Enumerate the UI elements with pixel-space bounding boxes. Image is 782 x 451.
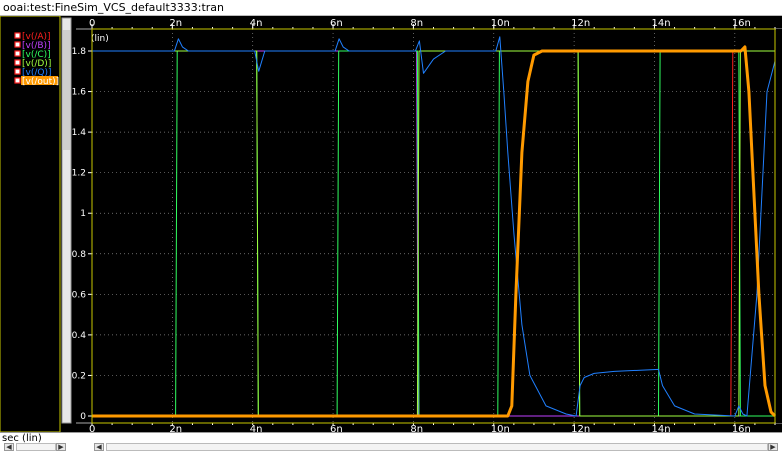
legend-entry-1[interactable]: [v(/A)] <box>22 32 51 42</box>
chart-scrollbar-track[interactable] <box>106 443 768 451</box>
legend-checkbox-icon[interactable] <box>14 50 21 57</box>
legend-entry-2[interactable]: [v(/B)] <box>22 41 51 51</box>
x-tick-label-bottom: 16n <box>732 424 751 432</box>
legend-checkbox-icon[interactable] <box>14 32 21 39</box>
legend-entry-5[interactable]: [v(/Q)] <box>22 68 52 78</box>
series-line-2[interactable] <box>92 50 775 417</box>
window-title: ooai:test:FineSim_VCS_default3333:tran <box>3 1 225 14</box>
legend-panel <box>0 16 61 432</box>
y-tick-label: 0.6 <box>72 290 87 300</box>
y-axis-ruler <box>76 16 92 423</box>
x-tick-label-bottom: 4n <box>250 424 263 432</box>
x-tick-label: 12n <box>571 18 590 29</box>
y-tick-label: 1.4 <box>72 128 87 138</box>
x-tick-label: 4n <box>250 18 263 29</box>
y-tick-label: 0.8 <box>72 250 87 260</box>
y-scale-label: (lin) <box>91 34 109 44</box>
legend-scrollbar-track[interactable] <box>16 443 56 451</box>
x-tick-label: 2n <box>169 18 182 29</box>
x-tick-label-bottom: 14n <box>651 424 670 432</box>
x-tick-label-bottom: 8n <box>410 424 423 432</box>
x-tick-label: 0 <box>89 18 95 29</box>
left-scroll-arrow-icon[interactable]: ◀ <box>4 443 14 451</box>
legend-scrollbar-thumb[interactable] <box>63 30 70 150</box>
right-scroll-arrow-icon[interactable]: ▶ <box>56 443 66 451</box>
series-line-5[interactable] <box>92 36 776 417</box>
waveform-chart[interactable]: [v(/A)][v(/B)][v(/C)][v(/D)][v(/Q)][v(/o… <box>0 16 782 432</box>
series-line-4[interactable] <box>92 50 775 417</box>
y-tick-label: 1 <box>80 209 86 219</box>
x-tick-label: 14n <box>651 18 670 29</box>
right-edge <box>776 29 782 423</box>
legend-entry-3[interactable]: [v(/C)] <box>22 50 51 60</box>
y-tick-label: 1.2 <box>72 169 86 179</box>
window-title-bar: ooai:test:FineSim_VCS_default3333:tran <box>0 0 782 16</box>
legend-checkbox-icon[interactable] <box>14 41 21 48</box>
y-tick-label: 1.6 <box>72 88 87 98</box>
x-tick-label: 16n <box>732 18 751 29</box>
x-tick-label-bottom: 0 <box>89 424 95 432</box>
chart-left-scroll-arrow-icon[interactable]: ◀ <box>94 443 104 451</box>
y-tick-label: 0.2 <box>72 371 86 381</box>
legend-entry-4[interactable]: [v(/D)] <box>22 59 51 69</box>
y-tick-label: 0.4 <box>72 331 87 341</box>
y-tick-label: 1.8 <box>72 47 87 57</box>
series-line-3[interactable] <box>92 50 775 417</box>
legend-checkbox-icon[interactable] <box>14 68 21 75</box>
x-tick-label: 8n <box>410 18 423 29</box>
series-line-1[interactable] <box>92 50 775 417</box>
x-tick-label: 10n <box>491 18 510 29</box>
status-bar: sec (lin) ◀ ▶ ◀ ▶ <box>0 432 782 451</box>
x-tick-label-bottom: 2n <box>169 424 182 432</box>
chart-right-scroll-arrow-icon[interactable]: ▶ <box>768 443 778 451</box>
legend-entry-6[interactable]: [v(/out)] <box>22 77 59 87</box>
x-axis-unit-label: sec (lin) <box>2 433 42 444</box>
x-tick-label-bottom: 10n <box>491 424 510 432</box>
legend-checkbox-icon[interactable] <box>14 59 21 66</box>
legend-selected-highlight <box>21 76 58 85</box>
plot-frame <box>91 28 776 424</box>
x-tick-label-bottom: 6n <box>330 424 343 432</box>
legend-checkbox-icon[interactable] <box>14 77 21 84</box>
y-tick-label: 0 <box>80 412 86 422</box>
x-tick-label: 6n <box>330 18 343 29</box>
legend-scrollbar[interactable] <box>61 17 72 424</box>
series-line-6[interactable] <box>92 45 777 418</box>
x-tick-label-bottom: 12n <box>571 424 590 432</box>
